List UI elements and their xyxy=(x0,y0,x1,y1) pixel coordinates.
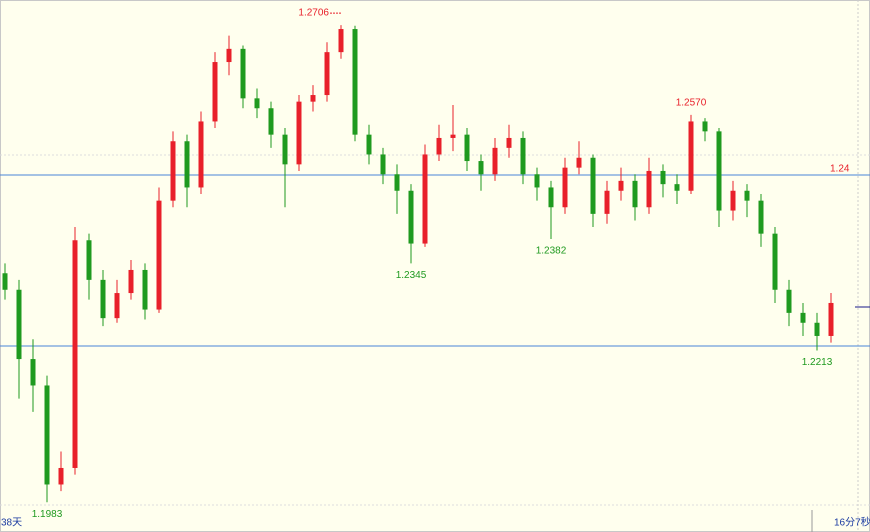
candle-body xyxy=(72,240,78,468)
candle-body xyxy=(240,48,246,99)
candle-body xyxy=(800,312,806,323)
candle-body xyxy=(450,134,456,138)
candle-body xyxy=(772,233,778,290)
time-label: 38天 xyxy=(1,518,22,529)
candle-body xyxy=(702,121,708,132)
line-label: 1.24 xyxy=(830,164,850,175)
candle-body xyxy=(730,190,736,211)
candle-body xyxy=(604,190,610,214)
candle-body xyxy=(142,269,148,310)
candle-body xyxy=(548,187,554,208)
candle-body xyxy=(828,302,834,336)
candle-body xyxy=(408,190,414,244)
candle-body xyxy=(30,359,36,386)
price-annotation: 1.2345 xyxy=(396,270,427,281)
candle-body xyxy=(394,174,400,191)
candle-body xyxy=(16,289,22,360)
candle-body xyxy=(128,269,134,294)
candle-body xyxy=(352,29,358,135)
candle-body xyxy=(338,29,344,53)
candle-body xyxy=(170,141,176,201)
candle-body xyxy=(814,322,820,336)
candle-body xyxy=(44,385,50,485)
candle-body xyxy=(646,170,652,208)
candle-body xyxy=(562,167,568,208)
candle-body xyxy=(520,137,526,175)
candle-body xyxy=(296,101,302,165)
candle-body xyxy=(506,137,512,148)
candle-body xyxy=(268,108,274,135)
price-annotation: 1.1983 xyxy=(32,509,63,520)
price-annotation: 1.2382 xyxy=(536,246,567,257)
candle-body xyxy=(324,52,330,96)
candle-body xyxy=(100,279,106,319)
candle-body xyxy=(310,95,316,102)
candle-body xyxy=(534,174,540,188)
price-annotation: 1.2213 xyxy=(802,357,833,368)
price-annotation: 1.2706 xyxy=(298,8,329,19)
candle-body xyxy=(422,154,428,244)
candle-body xyxy=(212,62,218,122)
candle-body xyxy=(786,289,792,313)
candle-body xyxy=(254,98,260,109)
candle-body xyxy=(674,184,680,191)
candle-body xyxy=(380,154,386,175)
time-label: 16分7秒 xyxy=(834,516,870,529)
candle-body xyxy=(226,48,232,63)
candle-body xyxy=(114,293,120,319)
candle-body xyxy=(590,157,596,214)
candle-body xyxy=(478,161,484,175)
candle-body xyxy=(660,170,666,185)
candle-body xyxy=(758,200,764,234)
candle-body xyxy=(184,141,190,188)
price-annotation: 1.2570 xyxy=(676,97,707,108)
candle-body xyxy=(156,200,162,310)
candle-body xyxy=(576,157,582,168)
candle-body xyxy=(86,240,92,280)
candle-body xyxy=(58,467,64,485)
candle-body xyxy=(198,121,204,188)
candle-body xyxy=(632,180,638,208)
candle-body xyxy=(716,131,722,211)
candle-body xyxy=(688,121,694,191)
candle-body xyxy=(2,273,8,290)
candle-body xyxy=(744,190,750,201)
candle-body xyxy=(366,134,372,155)
candle-body xyxy=(618,180,624,191)
candle-body xyxy=(492,147,498,175)
candle-body xyxy=(282,134,288,165)
candle-body xyxy=(436,137,442,155)
candle-body xyxy=(464,134,470,162)
